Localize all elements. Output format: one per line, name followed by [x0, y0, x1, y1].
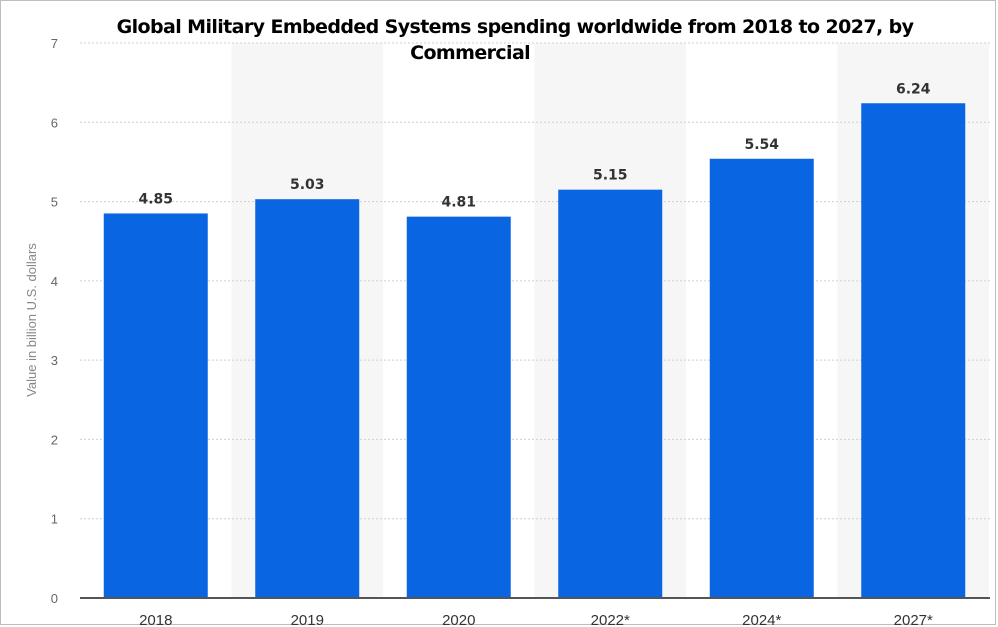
data-label: 5.15 — [593, 168, 628, 184]
y-axis-ticks: 0 1 2 3 4 5 6 7 — [51, 36, 58, 606]
y-tick-label: 0 — [51, 591, 58, 606]
data-label: 6.24 — [896, 81, 931, 97]
x-tick-label: 2022* — [591, 612, 630, 627]
bars: 4.85 5.03 4.81 5.15 5.54 6.24 — [103, 81, 966, 598]
y-tick-label: 2 — [51, 432, 58, 447]
x-axis-labels: 2018 2019 2020 2022* 2024* 2027* — [139, 612, 933, 627]
bar-2027-forecast — [861, 103, 966, 598]
bar-2020 — [406, 216, 511, 598]
data-label: 4.85 — [138, 191, 173, 207]
y-tick-label: 1 — [51, 512, 58, 527]
y-tick-label: 7 — [51, 36, 58, 51]
bar-2019 — [255, 199, 360, 598]
bar-2022-forecast — [558, 189, 663, 598]
x-tick-label: 2018 — [139, 612, 172, 627]
bar-2018 — [103, 213, 208, 598]
x-tick-label: 2024* — [742, 612, 781, 627]
y-tick-label: 3 — [51, 353, 58, 368]
y-axis-label: Value in billion U.S. dollars — [24, 243, 39, 397]
x-tick-label: 2027* — [894, 612, 933, 627]
bar-2024-forecast — [709, 158, 814, 598]
data-label: 5.03 — [290, 177, 325, 193]
y-tick-label: 5 — [51, 195, 58, 210]
y-tick-label: 4 — [51, 274, 58, 289]
x-tick-label: 2020 — [442, 612, 475, 627]
x-tick-label: 2019 — [291, 612, 324, 627]
data-label: 4.81 — [441, 195, 476, 211]
y-tick-label: 6 — [51, 115, 58, 130]
data-label: 5.54 — [744, 137, 779, 153]
